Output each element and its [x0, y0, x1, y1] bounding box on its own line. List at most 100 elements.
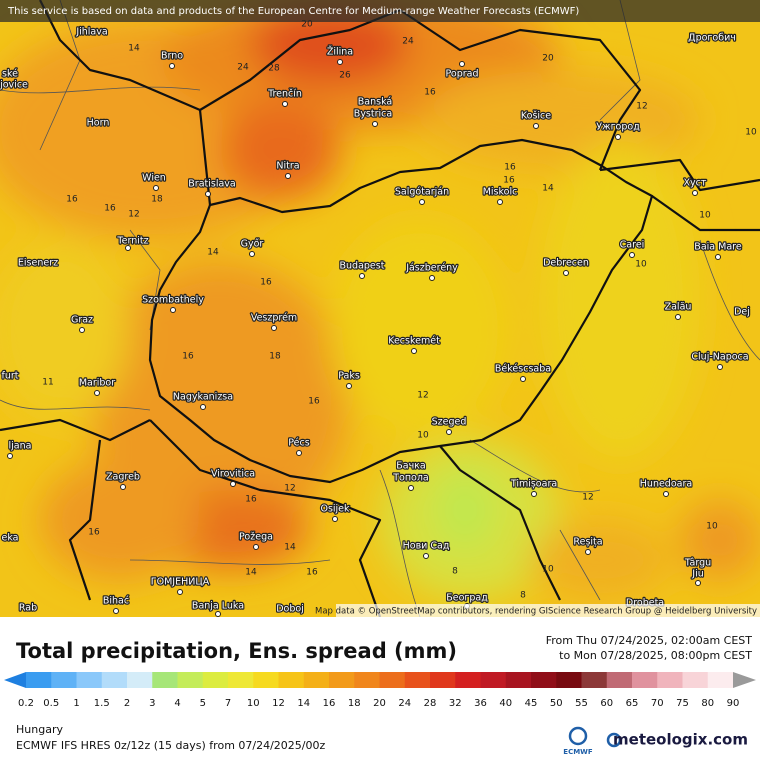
- contour-label: 14: [207, 248, 219, 258]
- contour-label: 12: [128, 210, 139, 220]
- city-dot: [215, 611, 221, 617]
- colorbar-label: 55: [575, 698, 588, 709]
- colorbar-swatch: [531, 672, 557, 688]
- colorbar-swatch: [329, 672, 355, 688]
- contour-label: 16: [308, 397, 320, 407]
- city-label: Ternitz: [116, 236, 148, 247]
- city-label: Cluj-Napoca: [691, 352, 748, 363]
- city-label: Szombathely: [142, 295, 204, 306]
- colorbar-label: 18: [348, 698, 361, 709]
- city-label: Paks: [338, 371, 360, 382]
- colorbar-swatch: [505, 672, 532, 688]
- city-dot: [120, 484, 126, 490]
- city-label: Reșița: [573, 537, 602, 548]
- city-dot: [715, 254, 721, 260]
- colorbar-swatch: [455, 672, 481, 688]
- colorbar-swatch: [581, 672, 608, 688]
- city-label: Eisenerz: [18, 258, 58, 269]
- city-dot: [520, 376, 526, 382]
- attribution: Map data © OpenStreetMap contributors, r…: [315, 607, 757, 617]
- contour-label: 20: [542, 54, 554, 64]
- contour-label: 16: [88, 528, 100, 538]
- colorbar-swatch: [707, 672, 734, 688]
- city-label: Timișoara: [510, 479, 557, 490]
- contour-label: 10: [699, 211, 711, 221]
- contour-label: 16: [424, 88, 436, 98]
- city-dot: [531, 491, 537, 497]
- contour-label: 8: [452, 567, 458, 577]
- city-label: Požega: [239, 532, 273, 543]
- contour-label: 24: [237, 63, 249, 73]
- colorbar-label: 32: [449, 698, 462, 709]
- city-label: Brno: [161, 51, 183, 62]
- colorbar-swatch: [632, 672, 658, 688]
- city-label: Trenčín: [267, 89, 302, 100]
- city-dot: [446, 429, 452, 435]
- colorbar-label: 3: [149, 698, 155, 709]
- city-label: Târgu: [684, 558, 711, 569]
- city-dot: [205, 191, 211, 197]
- colorbar-arrow: [733, 672, 756, 688]
- city-label: Debrecen: [543, 258, 589, 269]
- city-dot: [695, 580, 701, 586]
- city-label: Banská: [358, 97, 392, 108]
- city-dot: [337, 59, 343, 65]
- notice-bar: [0, 0, 760, 22]
- contour-label: 10: [542, 565, 554, 575]
- city-dot: [200, 404, 206, 410]
- city-label: Jiu: [691, 569, 703, 580]
- contour-label: 16: [260, 278, 272, 288]
- colorbar-swatch: [51, 672, 77, 688]
- city-label: Хуст: [684, 178, 707, 189]
- city-label: Győr: [241, 239, 264, 250]
- contour-label: 11: [42, 378, 53, 388]
- city-dot: [169, 63, 175, 69]
- map: Jihlava Brno Žilina Poprad Дрогобич Trenčín Ba…: [0, 0, 760, 617]
- contour-label: 16: [182, 352, 194, 362]
- footer: Total precipitation, Ens. spread (mm) Fr…: [4, 634, 756, 756]
- contour-label: 14: [128, 44, 140, 54]
- city-label: Nitra: [276, 161, 299, 172]
- city-dot: [419, 199, 425, 205]
- colorbar-label: 14: [297, 698, 310, 709]
- colorbar-label: 70: [651, 698, 664, 709]
- contour-label: 16: [306, 568, 318, 578]
- colorbar-swatch: [657, 672, 683, 688]
- city-label: Poprad: [446, 69, 479, 80]
- meteologix-logo: meteologix.com: [613, 731, 748, 749]
- colorbar-label: 75: [676, 698, 689, 709]
- colorbar-label: 16: [323, 698, 336, 709]
- contour-label: 18: [269, 352, 281, 362]
- notice: This service is based on data and produc…: [7, 6, 579, 17]
- city-dot: [79, 327, 85, 333]
- colorbar-label: 1: [73, 698, 79, 709]
- city-label: Bihać: [103, 596, 129, 607]
- contour-label: 26: [339, 71, 351, 81]
- city-dot: [423, 553, 429, 559]
- colorbar-label: 80: [701, 698, 714, 709]
- city-label: Bystrica: [354, 109, 392, 120]
- attribution-box: [336, 604, 760, 617]
- contour-label: 14: [542, 184, 554, 194]
- city-label: jovice: [0, 80, 28, 91]
- city-label: Jászberény: [405, 263, 458, 274]
- cities: Jihlava Brno Žilina Poprad Дрогобич Trenčín Ba…: [0, 25, 751, 617]
- contour-label: 28: [268, 64, 280, 74]
- contour-label: 12: [417, 391, 428, 401]
- country-border: [148, 138, 654, 484]
- colorbar-swatch: [556, 672, 582, 688]
- contour-label: 16: [104, 204, 116, 214]
- precip-field: [0, 0, 760, 600]
- city-dot: [230, 481, 236, 487]
- city-label: Zalău: [665, 302, 692, 313]
- contour-label: 16: [245, 495, 257, 505]
- city-label: Horn: [87, 118, 110, 129]
- city-dot: [408, 485, 414, 491]
- city-label: Zagreb: [106, 472, 140, 483]
- city-label: Žilina: [327, 46, 353, 58]
- colorbar-label: 2: [124, 698, 130, 709]
- colorbar-label: 28: [424, 698, 437, 709]
- colorbar: 0.2 0.5 1 1.5 2 3 4 5 7 10 12 14 16 18 20 24 28 32 36 40 45 5…: [4, 672, 756, 709]
- colorbar-swatch: [278, 672, 305, 688]
- colorbar-label: 12: [272, 698, 285, 709]
